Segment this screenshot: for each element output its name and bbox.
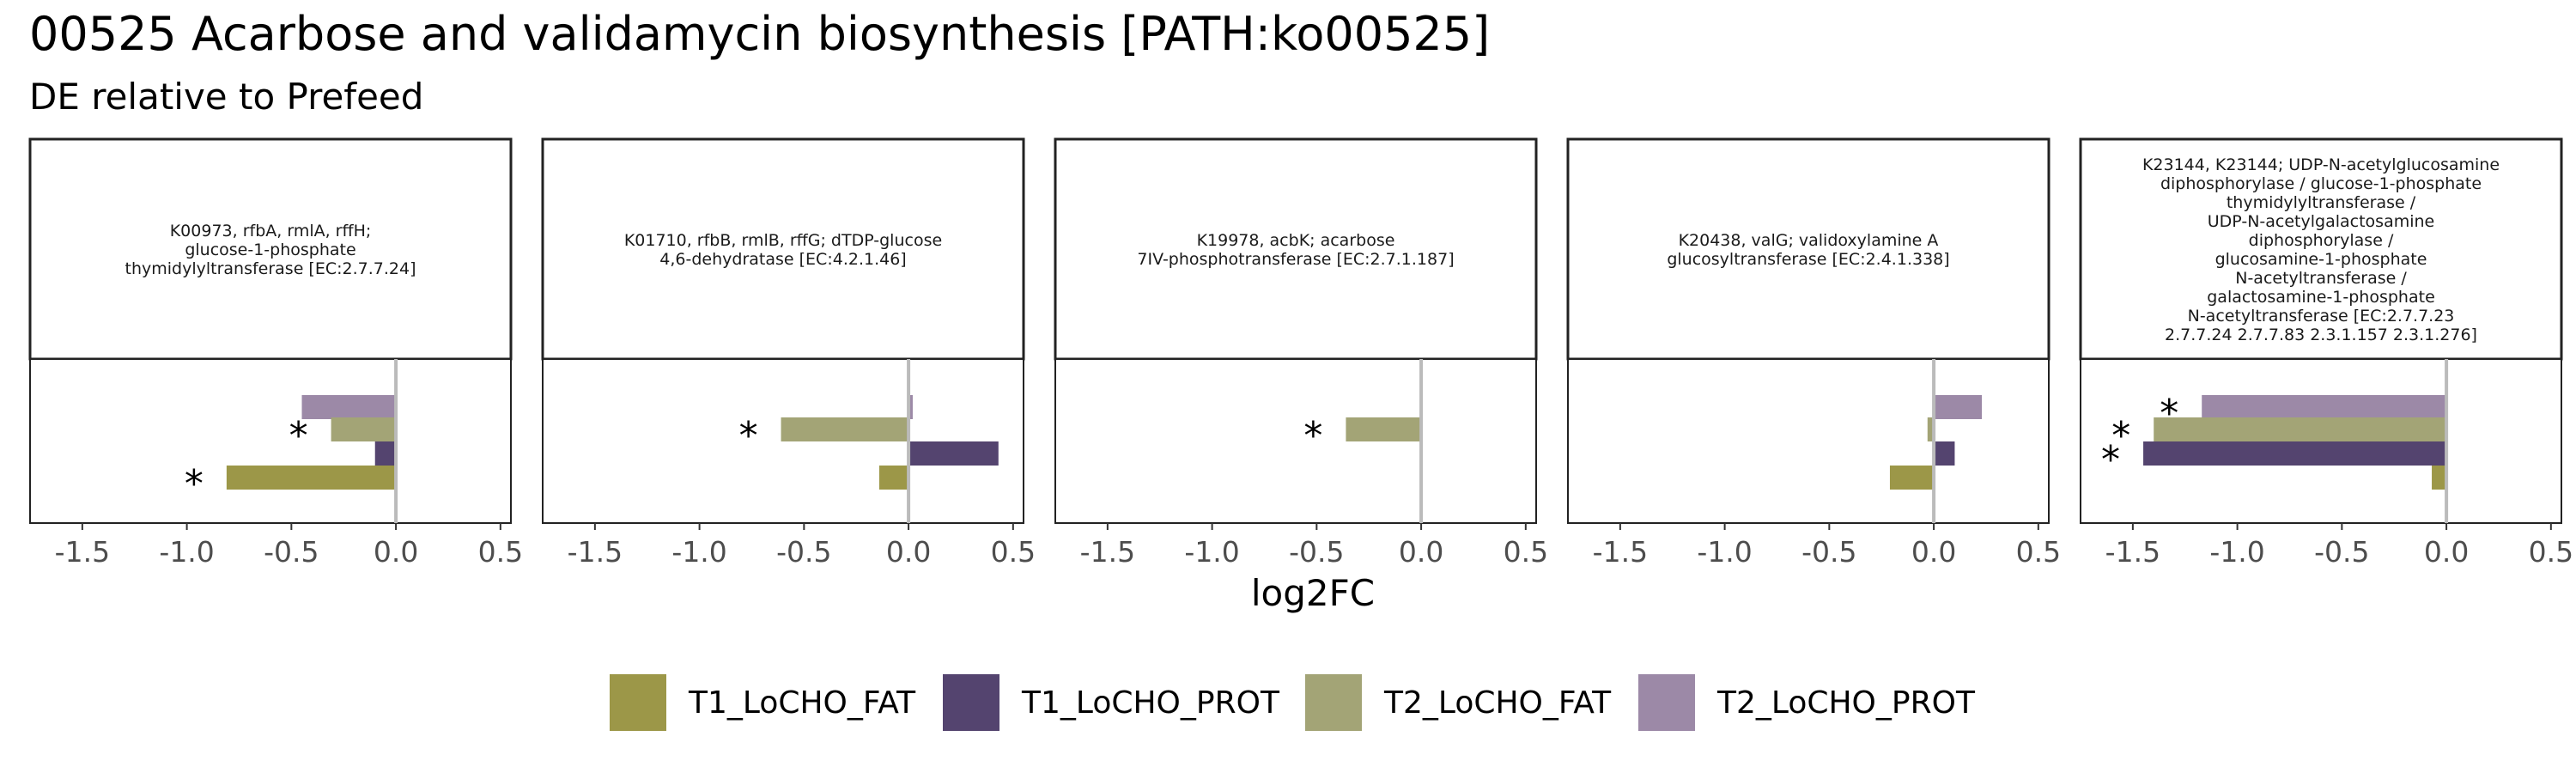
facet-panel-1: K00973, rfbA, rmlA, rffH; glucose-1-phosp… [28, 137, 523, 569]
facet-strip-label-line: N-acetyltransferase [EC:2.7.7.23 [2188, 307, 2455, 326]
facet-strip-label: K00973, rfbA, rmlA, rffH; glucose-1-phosp… [125, 222, 416, 278]
x-tick-label: -1.0 [1184, 535, 1239, 569]
facet-strip-label-line: K00973, rfbA, rmlA, rffH; [170, 222, 372, 240]
facet-strip-label-line: K01710, rfbB, rmlB, rffG; dTDP-glucose [624, 231, 942, 250]
x-tick-label: 0.0 [1399, 535, 1443, 569]
x-tick-label: 0.0 [2424, 535, 2469, 569]
facet-strip-label-line: K19978, acbK; acarbose [1197, 231, 1395, 250]
facet-strip [1566, 137, 2050, 361]
bar-T1_LoCHO_PROT [1934, 441, 1955, 466]
facet-strip-label: K19978, acbK; acarbose 7IV-phosphotransfe… [1137, 231, 1454, 269]
chart-title: 00525 Acarbose and validamycin biosynthe… [29, 7, 1491, 61]
significance-marker: * [1303, 414, 1322, 458]
facet-strip-label-line: galactosamine-1-phosphate [2207, 288, 2435, 307]
x-tick-label: -0.5 [2314, 535, 2369, 569]
facet-strip [2079, 137, 2563, 361]
x-tick-label: -1.0 [1697, 535, 1752, 569]
legend-label: T2_LoCHO_PROT [1716, 685, 1976, 721]
legend-swatch-T1_LoCHO_FAT [610, 674, 666, 731]
bar-T2_LoCHO_FAT [1346, 417, 1422, 441]
facet-strip-label-line: glucosyltransferase [EC:2.4.1.338] [1667, 250, 1949, 269]
legend-label: T2_LoCHO_FAT [1383, 685, 1612, 721]
facet-plot-area [29, 358, 512, 524]
x-tick-label: -1.0 [671, 535, 726, 569]
x-tick-label: -1.5 [2105, 535, 2160, 569]
significance-marker: * [185, 462, 204, 506]
facet-strip-label-line: glucosamine-1-phosphate [2215, 250, 2427, 269]
legend-label: T1_LoCHO_PROT [1021, 685, 1280, 721]
bar-T2_LoCHO_PROT [908, 395, 913, 419]
facet-panel-3: K19978, acbK; acarbose 7IV-phosphotransfe… [1054, 137, 1548, 569]
x-tick-label: -1.0 [159, 535, 214, 569]
x-tick-label: -1.5 [568, 535, 623, 569]
facet-strip-label-line: 4,6-dehydratase [EC:4.2.1.46] [659, 250, 906, 269]
legend-swatch-T1_LoCHO_PROT [943, 674, 999, 731]
legend-swatch-T2_LoCHO_FAT [1305, 674, 1362, 731]
facet-strip-label-line: thymidylyltransferase / [2227, 193, 2416, 212]
facet-plot-area [1054, 358, 1537, 524]
significance-marker: * [2101, 438, 2120, 482]
facet-plot-area [1567, 358, 2050, 524]
facet-panel-2: K01710, rfbB, rmlB, rffG; dTDP-glucose 4,… [541, 137, 1036, 569]
bar-T2_LoCHO_FAT [1927, 417, 1935, 441]
x-tick-label: 0.5 [2529, 535, 2573, 569]
bar-T1_LoCHO_FAT [879, 466, 909, 490]
bar-T1_LoCHO_PROT [374, 441, 397, 466]
x-tick-label: -0.5 [264, 535, 319, 569]
facet-strip-label-line: K23144, K23144; UDP-N-acetylglucosamine [2142, 155, 2500, 174]
x-tick-label: -1.5 [1080, 535, 1135, 569]
x-tick-label: -0.5 [776, 535, 831, 569]
facet-strip-label-line: diphosphorylase / [2249, 231, 2394, 250]
bar-T2_LoCHO_PROT [1934, 395, 1983, 419]
legend-label: T1_LoCHO_FAT [688, 685, 916, 721]
x-tick-label: 0.0 [1911, 535, 1956, 569]
bar-T1_LoCHO_FAT [2432, 466, 2447, 490]
bar-T2_LoCHO_FAT [781, 417, 909, 441]
x-tick-label: 0.0 [374, 535, 418, 569]
facet-strip-label-line: UDP-N-acetylgalactosamine [2208, 212, 2434, 231]
facet-strip [541, 137, 1025, 361]
legend-swatch-T2_LoCHO_PROT [1638, 674, 1695, 731]
facet-strip-label-line: thymidylyltransferase [EC:2.7.7.24] [125, 259, 416, 278]
facet-strip-label-line: diphosphorylase / glucose-1-phosphate [2160, 174, 2482, 193]
x-tick-label: -1.0 [2209, 535, 2264, 569]
facet-strip-label-line: N-acetyltransferase / [2235, 269, 2407, 288]
significance-marker: * [2111, 414, 2130, 458]
x-tick-label: 0.5 [991, 535, 1036, 569]
chart-subtitle: DE relative to Prefeed [29, 76, 424, 118]
x-tick-label: -0.5 [1801, 535, 1856, 569]
legend: T1_LoCHO_FAT T1_LoCHO_PROT T2_LoCHO_FAT T2_… [610, 674, 1976, 731]
bar-T2_LoCHO_FAT [2154, 417, 2447, 441]
significance-marker: * [289, 414, 308, 458]
facet-strip-label-line: K20438, valG; validoxylamine A [1679, 231, 1939, 250]
x-axis-title: log2FC [1251, 572, 1375, 614]
facet-strip-label: K23144, K23144; UDP-N-acetylglucosamine d… [2142, 155, 2500, 344]
bar-T2_LoCHO_FAT [331, 417, 397, 441]
facet-strip-label-line: 2.7.7.24 2.7.7.83 2.3.1.157 2.3.1.276] [2165, 326, 2477, 344]
significance-marker: * [739, 414, 758, 458]
bar-T1_LoCHO_FAT [1889, 466, 1935, 490]
x-tick-label: 0.5 [1504, 535, 1548, 569]
facet-strip [1054, 137, 1538, 361]
facet-panel-5: K23144, K23144; UDP-N-acetylglucosamine d… [2079, 137, 2573, 569]
bar-T1_LoCHO_PROT [908, 441, 999, 466]
bar-T2_LoCHO_PROT [301, 395, 397, 419]
facet-strip-label: K01710, rfbB, rmlB, rffG; dTDP-glucose 4,… [624, 231, 942, 269]
facet-strip-label-line: glucose-1-phosphate [185, 240, 355, 259]
x-tick-label: -1.5 [55, 535, 110, 569]
x-tick-label: -1.5 [1593, 535, 1648, 569]
x-tick-label: 0.5 [478, 535, 523, 569]
x-tick-label: 0.0 [886, 535, 931, 569]
bar-T2_LoCHO_PROT [2202, 395, 2447, 419]
bar-T1_LoCHO_FAT [226, 466, 397, 490]
facet-strip-label-line: 7IV-phosphotransferase [EC:2.7.1.187] [1137, 250, 1454, 269]
x-tick-label: -0.5 [1289, 535, 1344, 569]
x-tick-label: 0.5 [2016, 535, 2061, 569]
bar-T1_LoCHO_PROT [2143, 441, 2447, 466]
